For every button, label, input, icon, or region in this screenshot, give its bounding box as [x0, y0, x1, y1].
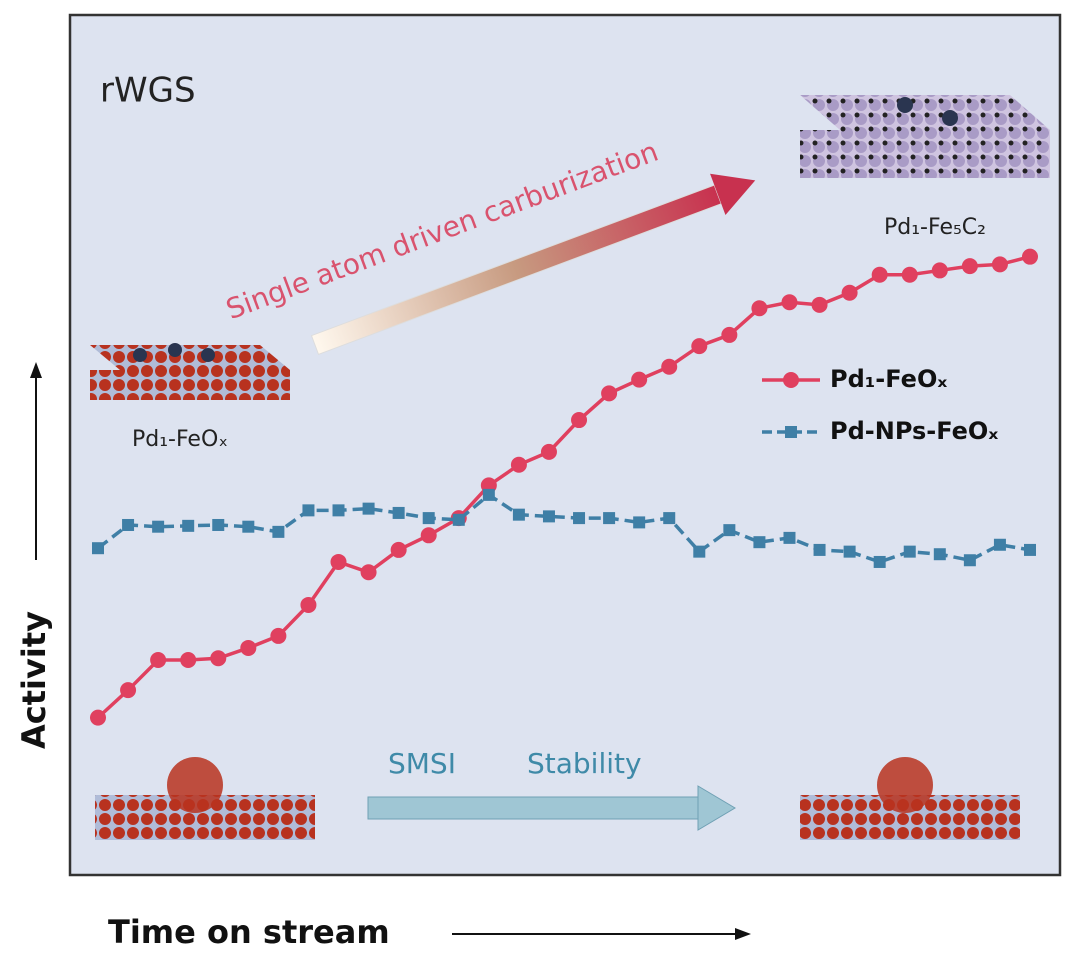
point — [482, 488, 495, 501]
point — [633, 516, 646, 529]
plot-area — [90, 248, 1038, 726]
y-axis-arrow — [30, 362, 42, 560]
point — [510, 456, 527, 473]
point — [873, 555, 886, 568]
point — [92, 542, 104, 555]
point — [783, 531, 796, 544]
point — [1024, 543, 1036, 556]
point — [601, 385, 618, 402]
point — [542, 510, 555, 523]
structure-image — [95, 757, 1020, 840]
point — [903, 545, 916, 558]
legend: Pd₁-FeOₓ Pd-NPs-FeOₓ — [762, 365, 998, 445]
point — [150, 652, 167, 668]
point — [242, 520, 255, 533]
point — [180, 652, 197, 668]
structure-image — [800, 95, 1050, 178]
smsi-arrow — [367, 785, 736, 831]
point — [240, 639, 257, 656]
legend-marker — [783, 372, 799, 388]
point — [1022, 248, 1038, 265]
point — [512, 508, 525, 521]
y-axis-label: Activity — [15, 611, 53, 749]
point — [420, 527, 437, 544]
point — [90, 709, 106, 726]
point — [603, 512, 616, 525]
point — [963, 554, 976, 567]
carburization-arrow — [310, 173, 756, 356]
point — [993, 538, 1006, 551]
x-axis-arrow — [452, 928, 751, 940]
point — [300, 596, 317, 613]
point — [152, 520, 165, 533]
point — [933, 548, 946, 561]
structure-label: Pd₁-Fe₅C₂ — [884, 215, 986, 240]
legend-label: Pd-NPs-FeOₓ — [830, 417, 998, 445]
point — [571, 412, 588, 429]
x-axis-label: Time on stream — [108, 913, 390, 951]
structure-image — [90, 343, 290, 400]
legend-label: Pd₁-FeOₓ — [830, 365, 947, 393]
point — [811, 296, 828, 313]
bottom-label: SMSI — [388, 747, 456, 780]
point — [332, 504, 345, 517]
point — [422, 512, 435, 525]
point — [452, 513, 465, 526]
point — [961, 258, 978, 275]
point — [693, 545, 706, 558]
point — [390, 541, 407, 558]
point — [841, 284, 858, 301]
point — [753, 536, 766, 549]
point — [931, 262, 948, 279]
point — [272, 525, 285, 538]
point — [991, 256, 1008, 273]
point — [843, 545, 856, 558]
chart-title: rWGS — [100, 71, 196, 111]
bottom-label: Stability — [527, 747, 642, 780]
point — [813, 543, 826, 556]
point — [210, 650, 227, 667]
point — [362, 502, 375, 515]
structure-label: Pd₁-FeOₓ — [132, 427, 228, 452]
point — [120, 682, 137, 699]
point — [751, 300, 768, 317]
point — [631, 371, 648, 388]
point — [182, 519, 195, 532]
point — [540, 443, 557, 460]
point — [781, 294, 798, 311]
point — [573, 512, 586, 525]
point — [330, 553, 347, 570]
point — [871, 266, 888, 283]
point — [691, 338, 708, 355]
point — [392, 506, 405, 519]
point — [270, 627, 287, 644]
point — [721, 326, 738, 343]
point — [663, 512, 676, 525]
point — [901, 266, 918, 283]
point — [302, 504, 315, 517]
point — [360, 564, 377, 581]
point — [212, 518, 225, 531]
point — [122, 518, 135, 531]
point — [723, 524, 736, 537]
point — [661, 358, 678, 375]
legend-marker — [785, 426, 797, 438]
